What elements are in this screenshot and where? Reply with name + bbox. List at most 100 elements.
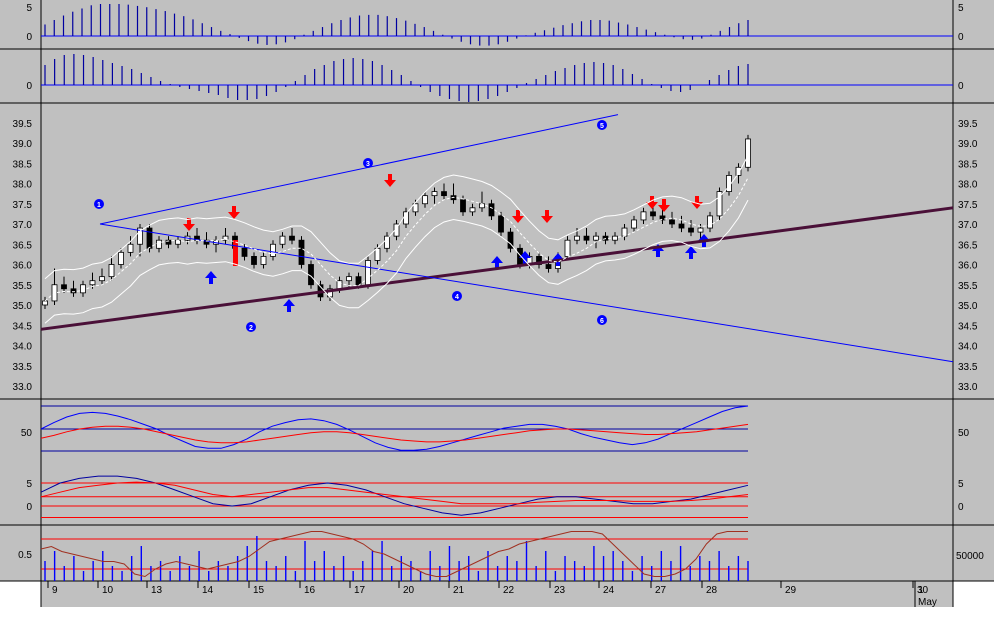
- down-arrow-marker: [541, 210, 553, 223]
- time-axis-strip: [41, 581, 953, 607]
- support-trendline: [40, 206, 954, 331]
- price-overlays: [40, 114, 954, 363]
- candle-body: [745, 138, 751, 168]
- wave-label-text: 6: [600, 318, 604, 325]
- candle-body: [593, 235, 599, 241]
- price-candles: 1 2 3 4 5 6: [42, 120, 751, 332]
- candle-body: [89, 280, 96, 286]
- price-tick-right: 36.5: [958, 240, 978, 251]
- down-arrow-marker: [512, 210, 524, 223]
- candle-body: [659, 215, 666, 221]
- down-arrow-marker: [384, 174, 396, 187]
- candle-body: [460, 199, 466, 213]
- hist2-tick-0-left: 0: [26, 81, 32, 92]
- time-label-1: 1: [918, 585, 924, 596]
- wave-label-marker: [94, 199, 104, 209]
- candle-body: [488, 203, 495, 217]
- candle-body: [165, 239, 172, 245]
- candle-body: [241, 247, 248, 257]
- candle-body: [441, 191, 447, 197]
- price-tick-left: 33.5: [13, 362, 33, 373]
- price-tick-right: 37.5: [958, 200, 978, 211]
- osc2-series-line: [40, 475, 749, 516]
- hist1-tick-5-left: 5: [26, 3, 32, 14]
- oscillator-2-panel: [41, 456, 953, 525]
- candle-body: [422, 195, 428, 205]
- down-arrow-marker: [646, 196, 658, 209]
- wave-label-text: 1: [97, 202, 101, 209]
- time-label-17: 17: [354, 585, 366, 596]
- falling-trendline: [99, 223, 954, 363]
- volume-tick-right: 50000: [956, 551, 984, 562]
- down-arrow-marker: [228, 206, 240, 219]
- price-tick-right: 35.5: [958, 281, 978, 292]
- price-tick-left: 34.5: [13, 321, 33, 332]
- down-arrow-marker: [691, 196, 703, 209]
- time-label-16: 16: [304, 585, 316, 596]
- time-label-22: 22: [503, 585, 515, 596]
- red-bar-marker: [233, 240, 238, 266]
- up-arrow-marker: [283, 299, 295, 312]
- oscillator-2-lines: [40, 475, 749, 518]
- histogram-top-panel: [41, 0, 953, 49]
- oscillator-1-lines: [40, 405, 749, 452]
- wave-label-text: 4: [455, 294, 459, 301]
- candle-body: [735, 166, 742, 176]
- time-label-27: 27: [655, 585, 667, 596]
- candle-body: [289, 235, 295, 241]
- oscillator-1-panel: [41, 399, 953, 456]
- candle-body: [260, 255, 267, 265]
- price-tick-left: 33.0: [13, 382, 33, 393]
- candle-body: [355, 276, 362, 286]
- candle-body: [678, 223, 685, 229]
- month-label: May: [918, 597, 937, 608]
- candle-body: [564, 239, 571, 257]
- price-tick-left: 34.0: [13, 342, 33, 353]
- candle-body: [384, 235, 390, 249]
- candle-body: [251, 255, 257, 265]
- lower-envelope: [44, 199, 749, 324]
- histogram-2-panel: [41, 49, 953, 103]
- candle-body: [270, 243, 276, 257]
- candle-body: [650, 211, 656, 217]
- wave-label-text: 3: [366, 161, 370, 168]
- hist1-tick-0-right: 0: [958, 32, 964, 43]
- price-tick-right: 34.0: [958, 342, 978, 353]
- candle-body: [61, 284, 67, 290]
- candle-body: [393, 223, 400, 237]
- time-label-29: 29: [785, 585, 797, 596]
- candle-body: [545, 264, 552, 269]
- volume-bars: [40, 531, 749, 581]
- time-label-28: 28: [706, 585, 718, 596]
- time-label-10: 10: [102, 585, 114, 596]
- wave-label-text: 5: [600, 123, 604, 130]
- candle-body: [346, 276, 352, 282]
- candle-body: [574, 235, 580, 241]
- candle-body: [498, 215, 504, 233]
- time-label-24: 24: [603, 585, 615, 596]
- price-tick-left: 38.0: [13, 180, 33, 191]
- candle-body: [298, 239, 305, 265]
- candle-body: [365, 260, 371, 286]
- moving-average: [44, 177, 749, 302]
- price-tick-left: 35.0: [13, 301, 33, 312]
- candle-body: [479, 203, 485, 209]
- candle-body: [146, 227, 153, 249]
- down-arrow-marker: [183, 218, 195, 231]
- osc1-series-line: [40, 423, 749, 444]
- candle-body: [336, 280, 343, 290]
- candle-body: [412, 203, 419, 213]
- price-tick-left: 37.5: [13, 200, 33, 211]
- time-label-30: 30: [917, 585, 929, 596]
- wave-label-marker: [452, 291, 462, 301]
- candle-body: [469, 207, 476, 213]
- osc2-tick-0-right: 0: [958, 502, 964, 513]
- histogram-2-bars: [41, 54, 953, 102]
- price-tick-right: 35.0: [958, 301, 978, 312]
- candle-body: [707, 215, 713, 229]
- candle-body: [118, 251, 124, 265]
- right-axis-strip: [953, 0, 994, 581]
- time-label-15: 15: [253, 585, 265, 596]
